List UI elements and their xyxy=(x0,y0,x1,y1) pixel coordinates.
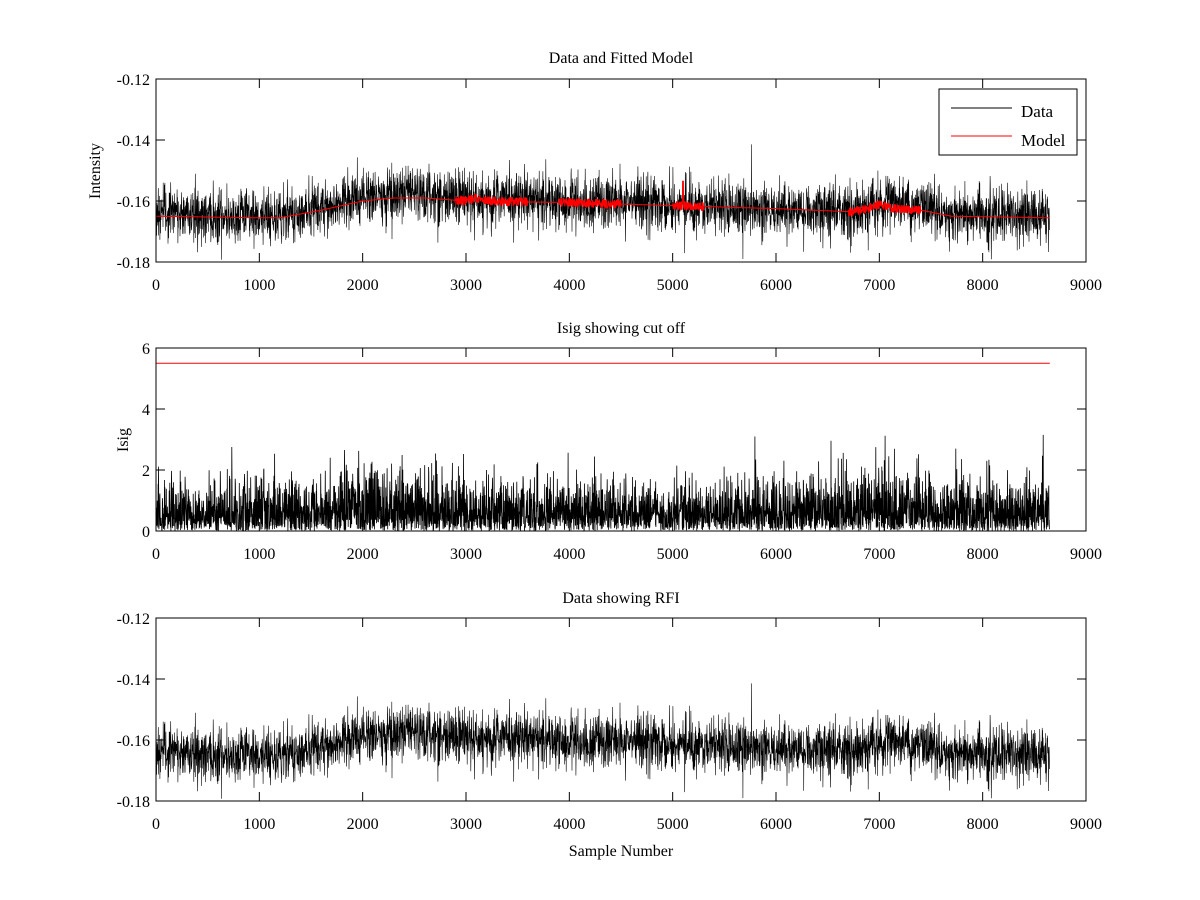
axis-ticks: 0 1000 2000 3000 4000 5000 6000 7000 8000 9000 -0.… xyxy=(117,611,1102,833)
series-line-isig xyxy=(155,434,1050,532)
series-line-data xyxy=(155,683,1050,799)
y-tick-label: -0.16 xyxy=(117,194,150,211)
x-tick-label: 5000 xyxy=(657,816,689,833)
axes-frame xyxy=(155,347,1087,532)
x-tick-label: 1000 xyxy=(243,546,275,563)
x-tick-label: 5000 xyxy=(657,546,689,563)
plot-area xyxy=(155,362,1050,532)
plot-area xyxy=(155,144,1050,260)
legend: Data Model xyxy=(938,88,1078,156)
legend-label-model: Model xyxy=(1021,131,1066,150)
x-axis-label: Sample Number xyxy=(569,843,674,860)
x-tick-label: 1000 xyxy=(243,816,275,833)
panel-title: Data showing RFI xyxy=(562,590,679,607)
x-tick-label: 8000 xyxy=(967,546,999,563)
panel-data-and-fitted-model: Data and Fitted Model Intensity 0 1000 200… xyxy=(87,50,1102,294)
plot-area xyxy=(155,683,1050,799)
y-tick-label: 6 xyxy=(142,341,150,358)
y-tick-label: 0 xyxy=(142,524,150,541)
x-tick-label: 6000 xyxy=(760,277,792,294)
panel-title: Isig showing cut off xyxy=(557,320,686,337)
x-tick-label: 4000 xyxy=(553,277,585,294)
x-tick-label: 4000 xyxy=(553,816,585,833)
y-tick-label: -0.18 xyxy=(117,255,150,272)
axes-frame xyxy=(155,617,1087,802)
legend-box xyxy=(938,88,1078,156)
y-tick-label: 2 xyxy=(142,463,150,480)
x-tick-label: 2000 xyxy=(347,546,379,563)
x-tick-label: 2000 xyxy=(347,277,379,294)
x-tick-label: 9000 xyxy=(1070,546,1102,563)
x-tick-label: 7000 xyxy=(863,816,895,833)
series-line-model xyxy=(156,180,1050,219)
y-axis-label: Isig xyxy=(115,428,132,452)
x-tick-label: 8000 xyxy=(967,277,999,294)
y-axis-label: Intensity xyxy=(87,143,104,199)
y-tick-label: -0.14 xyxy=(117,672,150,689)
x-tick-label: 0 xyxy=(152,546,160,563)
x-tick-label: 4000 xyxy=(553,546,585,563)
x-tick-label: 6000 xyxy=(760,816,792,833)
x-tick-label: 6000 xyxy=(760,546,792,563)
x-tick-label: 5000 xyxy=(657,277,689,294)
x-tick-label: 3000 xyxy=(450,816,482,833)
x-tick-label: 0 xyxy=(152,816,160,833)
y-tick-label: -0.16 xyxy=(117,733,150,750)
x-tick-label: 7000 xyxy=(863,277,895,294)
x-tick-label: 3000 xyxy=(450,546,482,563)
y-tick-label: -0.12 xyxy=(117,72,150,89)
x-tick-label: 9000 xyxy=(1070,277,1102,294)
y-tick-label: -0.18 xyxy=(117,794,150,811)
axis-ticks: 0 1000 2000 3000 4000 5000 6000 7000 8000 9000 -0.… xyxy=(117,72,1102,294)
panel-isig-cut-off: Isig showing cut off Isig 0 1000 2000 3000 4… xyxy=(115,320,1102,563)
panel-data-showing-rfi: Data showing RFI 0 1000 2000 3000 4000 5000 60… xyxy=(117,590,1102,833)
y-tick-label: -0.14 xyxy=(117,133,150,150)
x-tick-label: 9000 xyxy=(1070,816,1102,833)
x-tick-label: 3000 xyxy=(450,277,482,294)
x-tick-label: 0 xyxy=(152,277,160,294)
panel-title: Data and Fitted Model xyxy=(549,50,694,67)
axes-frame xyxy=(155,78,1087,263)
legend-label-data: Data xyxy=(1021,102,1054,121)
x-tick-label: 7000 xyxy=(863,546,895,563)
y-tick-label: 4 xyxy=(142,402,150,419)
y-tick-label: -0.12 xyxy=(117,611,150,628)
x-tick-label: 2000 xyxy=(347,816,379,833)
x-tick-label: 1000 xyxy=(243,277,275,294)
axis-ticks: 0 1000 2000 3000 4000 5000 6000 7000 8000 9000 0 2 4… xyxy=(142,341,1102,563)
x-tick-label: 8000 xyxy=(967,816,999,833)
